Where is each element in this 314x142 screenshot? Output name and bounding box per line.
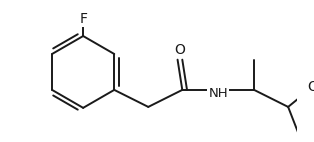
Text: F: F — [79, 12, 87, 26]
Text: O: O — [174, 43, 185, 57]
Text: NH: NH — [208, 87, 228, 100]
Text: O: O — [307, 80, 314, 94]
